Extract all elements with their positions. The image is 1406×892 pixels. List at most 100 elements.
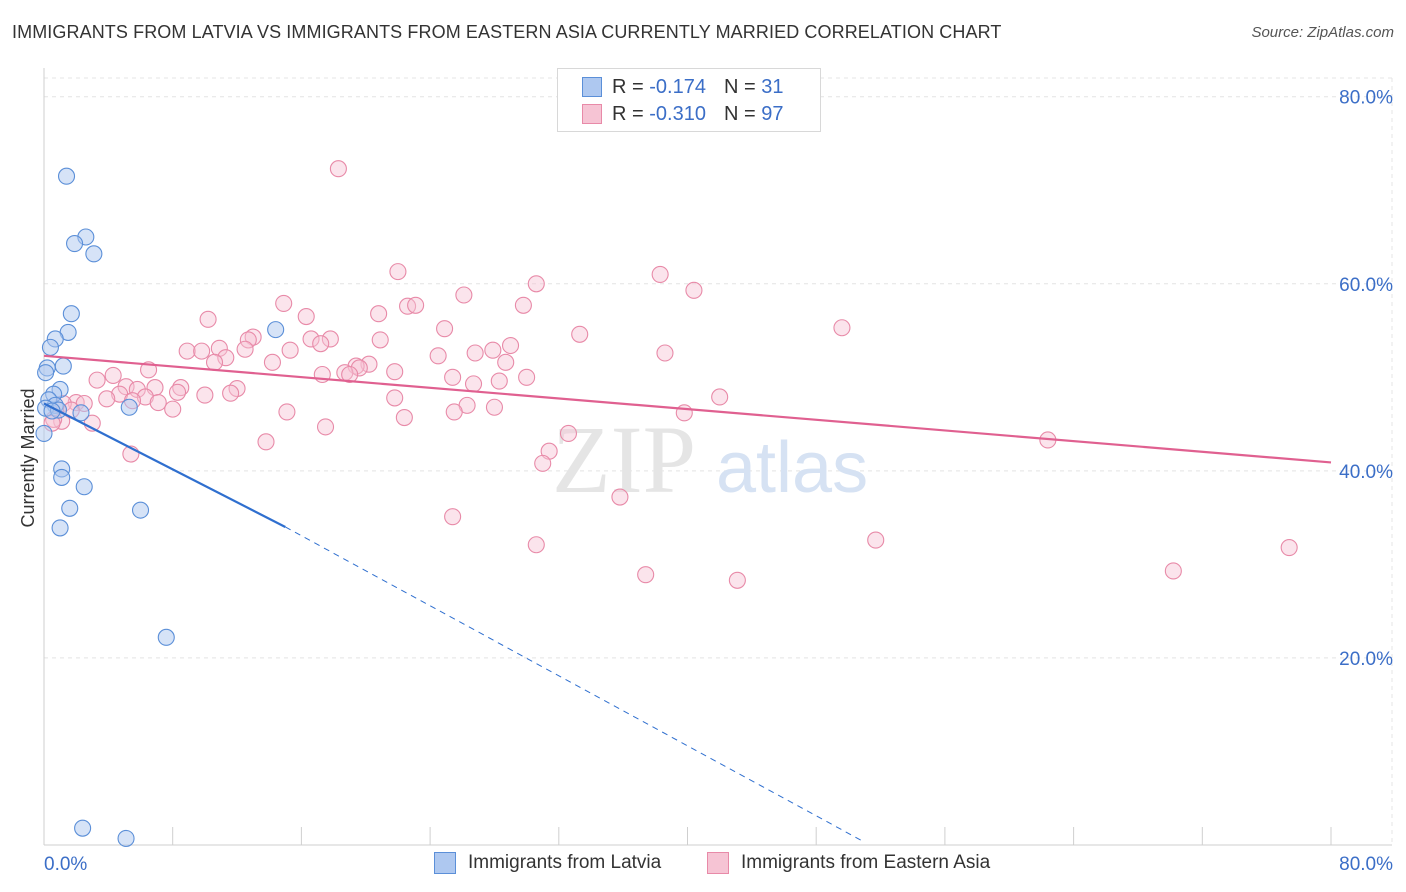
trend-lines: [43, 354, 1332, 841]
data-point-eastern-asia: [1280, 539, 1298, 557]
data-point-eastern-asia: [360, 355, 378, 373]
data-point-eastern-asia: [711, 388, 729, 406]
data-point-eastern-asia: [196, 386, 214, 404]
legend-r-label: R =: [612, 102, 650, 125]
legend-n-value: 31: [761, 75, 784, 98]
data-point-eastern-asia: [236, 340, 254, 358]
data-point-eastern-asia: [222, 384, 240, 402]
data-point-eastern-asia: [685, 281, 703, 299]
legend-n-label: N =: [723, 102, 762, 125]
legend-label-latvia: Immigrants from Latvia: [468, 852, 662, 873]
data-point-latvia: [37, 364, 55, 382]
data-point-eastern-asia: [637, 566, 655, 584]
watermark-atlas: atlas: [716, 428, 868, 508]
data-point-eastern-asia: [104, 366, 122, 384]
data-point-eastern-asia: [168, 383, 187, 401]
data-point-latvia: [117, 829, 135, 848]
data-point-eastern-asia: [217, 349, 235, 367]
series-eastern-asia: [43, 160, 1298, 589]
data-point-latvia: [74, 819, 92, 837]
data-point-eastern-asia: [88, 371, 106, 389]
data-point-eastern-asia: [389, 263, 407, 281]
y-tick-label: 60.0%: [1339, 275, 1393, 296]
data-point-latvia: [54, 357, 72, 375]
source-label: Source: ZipAtlas.com: [1251, 24, 1394, 41]
data-point-eastern-asia: [193, 342, 211, 360]
data-point-eastern-asia: [466, 344, 484, 362]
data-point-eastern-asia: [490, 372, 508, 390]
data-point-latvia: [267, 321, 285, 339]
data-point-eastern-asia: [136, 388, 154, 406]
watermark-zip: ZIP: [552, 406, 696, 513]
data-point-eastern-asia: [321, 330, 339, 348]
y-tick-label: 80.0%: [1339, 88, 1393, 109]
stats-legend: R = -0.174 N = 31 R = -0.310 N = 97: [557, 68, 821, 132]
data-point-eastern-asia: [370, 305, 388, 323]
data-point-eastern-asia: [257, 433, 275, 451]
data-point-eastern-asia: [395, 408, 413, 427]
data-point-eastern-asia: [527, 536, 545, 554]
data-point-eastern-asia: [464, 375, 483, 393]
data-point-eastern-asia: [407, 296, 425, 314]
data-point-eastern-asia: [312, 335, 330, 353]
data-point-latvia: [75, 478, 93, 496]
data-point-eastern-asia: [534, 454, 552, 472]
data-point-eastern-asia: [302, 330, 320, 348]
data-point-eastern-asia: [371, 331, 389, 349]
data-point-eastern-asia: [656, 344, 674, 362]
data-point-eastern-asia: [278, 403, 296, 421]
x-tick-label: 0.0%: [44, 854, 87, 875]
data-point-eastern-asia: [444, 508, 462, 526]
data-point-eastern-asia: [571, 325, 589, 343]
data-point-latvia: [72, 404, 90, 422]
data-point-eastern-asia: [518, 368, 536, 386]
data-point-eastern-asia: [445, 403, 463, 421]
trend-line-latvia: [43, 402, 286, 528]
data-point-eastern-asia: [611, 488, 629, 506]
data-point-latvia: [157, 628, 175, 646]
data-point-eastern-asia: [514, 296, 532, 314]
data-point-eastern-asia: [281, 341, 299, 359]
data-point-eastern-asia: [867, 531, 885, 549]
x-tick-label: 80.0%: [1339, 854, 1393, 875]
data-point-latvia: [66, 235, 84, 253]
chart-title: IMMIGRANTS FROM LATVIA VS IMMIGRANTS FRO…: [12, 22, 1002, 42]
watermark: ZIP atlas: [552, 406, 868, 513]
legend-swatch-pink: [707, 852, 729, 874]
data-point-eastern-asia: [199, 310, 217, 328]
data-point-eastern-asia: [444, 368, 462, 386]
data-point-eastern-asia: [527, 275, 545, 293]
legend-n-label: N =: [723, 75, 762, 98]
data-point-latvia: [51, 519, 69, 537]
legend-label-eastern-asia: Immigrants from Eastern Asia: [741, 852, 991, 873]
trend-line-eastern-asia: [43, 354, 1332, 464]
data-point-eastern-asia: [341, 365, 359, 384]
y-axis-label: Currently Married: [18, 388, 38, 527]
data-point-latvia: [57, 167, 76, 185]
data-point-eastern-asia: [178, 342, 196, 360]
data-point-latvia: [120, 398, 138, 416]
data-point-eastern-asia: [329, 160, 347, 178]
data-point-eastern-asia: [436, 320, 454, 338]
legend-swatch-pink: [582, 104, 602, 124]
data-point-eastern-asia: [386, 389, 404, 407]
data-point-eastern-asia: [297, 307, 315, 326]
data-point-eastern-asia: [675, 404, 693, 422]
tick-labels: 20.0% 40.0% 60.0% 80.0% 0.0% 80.0%: [44, 88, 1393, 875]
data-point-eastern-asia: [429, 347, 447, 365]
data-point-eastern-asia: [651, 265, 669, 283]
data-point-eastern-asia: [164, 400, 182, 418]
data-point-eastern-asia: [485, 398, 504, 416]
y-tick-label: 20.0%: [1339, 649, 1393, 670]
data-point-eastern-asia: [239, 331, 257, 349]
data-point-eastern-asia: [501, 336, 520, 355]
data-point-eastern-asia: [386, 363, 404, 381]
data-point-latvia: [61, 499, 79, 517]
axis-layer: [43, 68, 1392, 846]
data-point-eastern-asia: [833, 319, 851, 337]
trend-line-latvia-extension: [285, 526, 862, 841]
data-point-eastern-asia: [244, 328, 262, 346]
data-point-latvia: [131, 501, 150, 519]
data-point-eastern-asia: [205, 353, 224, 371]
legend-row-latvia: R = -0.174 N = 31: [582, 74, 783, 100]
